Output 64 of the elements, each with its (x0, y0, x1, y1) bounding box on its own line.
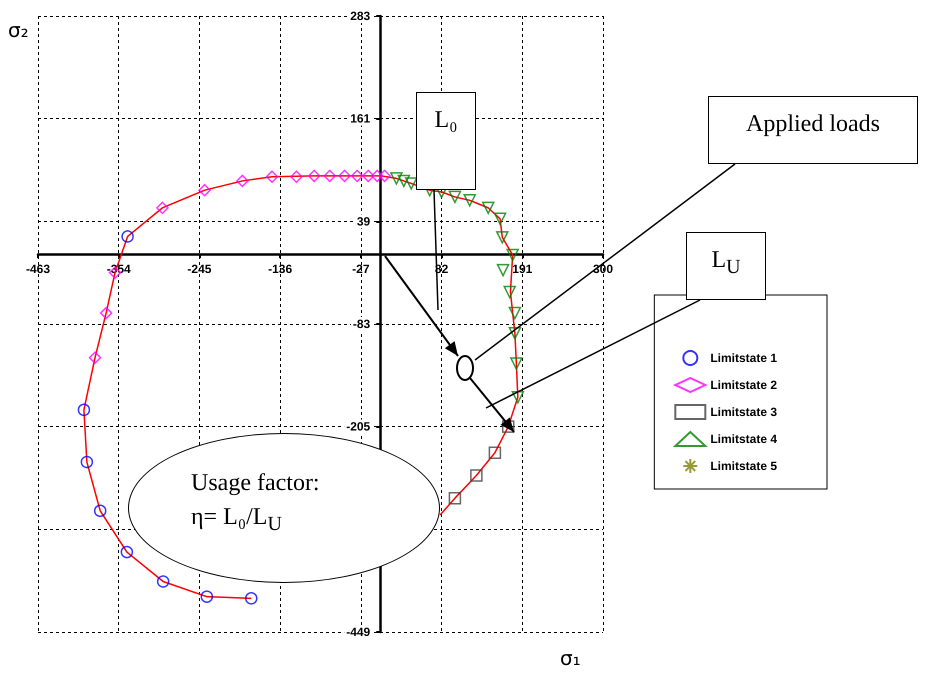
point (121, 230, 134, 243)
point (510, 357, 523, 370)
point (290, 170, 303, 183)
point (324, 170, 336, 182)
ellipse-callout: Usage factor: η= L₀/L$_{U}$ (128, 433, 440, 583)
legend-label: Limitstate 4 (710, 432, 778, 446)
point (398, 174, 410, 188)
y-tick-label: -83 (352, 317, 371, 331)
callout-box: Applied loads (708, 96, 918, 164)
point (512, 390, 524, 404)
point (120, 546, 134, 558)
x-tick-label: -27 (352, 262, 370, 276)
point (198, 184, 211, 196)
point (463, 194, 476, 207)
point (506, 248, 519, 262)
annotation: L₀ (434, 107, 458, 133)
point (496, 264, 510, 276)
point (488, 446, 502, 460)
point (78, 404, 90, 416)
point (508, 327, 522, 340)
point (236, 174, 249, 188)
point (404, 177, 418, 190)
x-tick-label: -245 (187, 262, 212, 276)
point (390, 172, 403, 185)
point (508, 306, 522, 320)
point (200, 590, 214, 603)
callout-box: L₀ (416, 92, 476, 190)
point (88, 351, 102, 364)
x-axis-title: σ₁ (560, 646, 581, 670)
legend-label: Limitstate 2 (710, 378, 778, 392)
point (448, 190, 462, 204)
point (94, 504, 106, 518)
legend-label: Limitstate 5 (710, 459, 778, 473)
point (482, 202, 494, 214)
point (156, 575, 170, 588)
x-tick-label: -136 (268, 262, 292, 276)
point (338, 170, 351, 182)
point (470, 469, 483, 482)
point (496, 231, 509, 244)
point (494, 212, 506, 226)
point (448, 492, 462, 504)
y-tick-label: -205 (346, 420, 371, 434)
point (362, 170, 375, 182)
x-tick-label: 191 (512, 262, 533, 276)
y-tick-label: 161 (350, 112, 371, 126)
point (503, 286, 516, 298)
y-tick-label: 39 (356, 214, 371, 228)
point (266, 170, 278, 183)
point (245, 592, 258, 605)
point (378, 170, 391, 182)
y-axis-title: σ₂ (8, 18, 29, 42)
point (156, 202, 169, 214)
legend-label: Limitstate 3 (710, 405, 778, 419)
y-tick-label: -449 (346, 625, 371, 639)
point (350, 170, 364, 182)
point (80, 456, 94, 468)
legend-label: Limitstate 1 (710, 351, 778, 365)
y-tick-label: 283 (350, 9, 371, 23)
point (370, 170, 384, 182)
x-tick-label: -463 (26, 262, 50, 276)
point (308, 170, 320, 182)
annotation: Usage factor: η= L₀/L$_{U}$ (191, 470, 320, 535)
callout-box: L$_{U}$ (686, 232, 766, 300)
point (100, 306, 112, 320)
